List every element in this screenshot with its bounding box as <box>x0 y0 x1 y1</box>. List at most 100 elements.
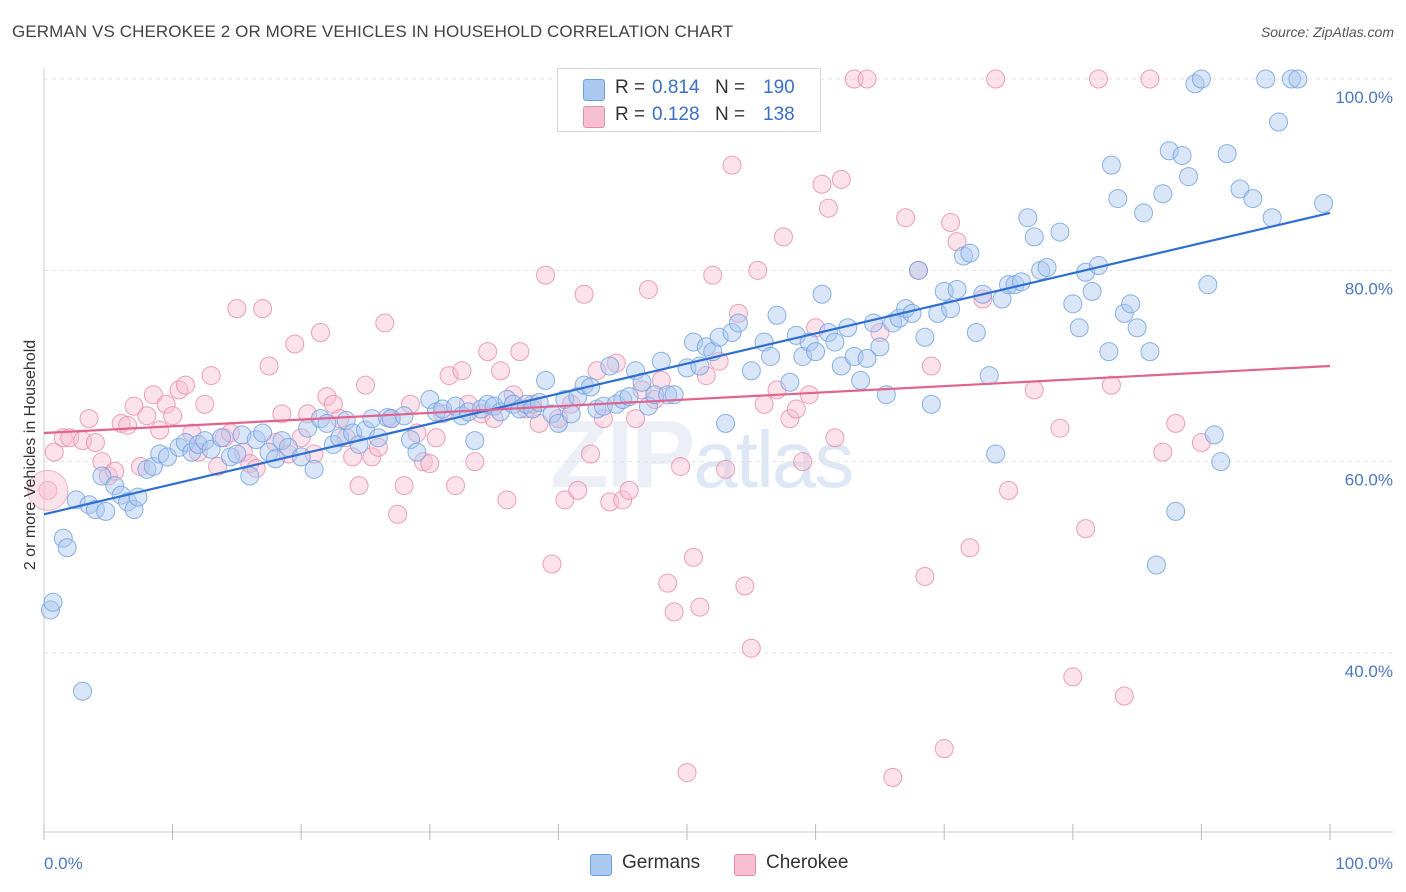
germans-point <box>812 284 832 304</box>
cherokee-point <box>510 342 530 362</box>
germans-point <box>1101 155 1121 175</box>
cherokee-point <box>420 454 440 474</box>
cherokee-point <box>426 428 446 448</box>
cherokee-point <box>921 356 941 376</box>
cherokee-point <box>934 739 954 759</box>
cherokee-point <box>857 69 877 89</box>
legend-r-value: 0.128 <box>652 104 700 125</box>
germans-point <box>1217 144 1237 164</box>
axes <box>43 68 1393 833</box>
germans-point <box>793 346 813 366</box>
cherokee-point <box>671 456 691 476</box>
legend-swatch-cherokee <box>583 106 605 128</box>
germans-point <box>780 372 800 392</box>
germans-point <box>240 466 260 486</box>
germans-point <box>53 528 73 548</box>
germans-point <box>1211 452 1231 472</box>
germans-point <box>1172 146 1192 166</box>
cherokee-point <box>349 476 369 496</box>
germans-point <box>825 332 845 352</box>
watermark-zip: ZIP <box>550 401 695 508</box>
germans-point <box>542 404 562 424</box>
cherokee-point <box>748 260 768 280</box>
cherokee-point <box>317 387 337 407</box>
germans-point <box>1127 318 1147 338</box>
legend-row-cherokee: R = 0.128 N = 138 <box>558 104 820 130</box>
y-tick-labels: 40.0% 60.0% 80.0% 100.0% <box>1335 88 1393 681</box>
cherokee-point <box>150 420 170 440</box>
legend-n-label: N = <box>715 104 746 125</box>
cherokee-point <box>896 208 916 228</box>
cherokee-point <box>960 538 980 558</box>
germans-point <box>722 323 742 343</box>
germans-point <box>43 592 63 612</box>
cherokee-point <box>683 547 703 567</box>
germans-point <box>66 490 86 510</box>
germans-point <box>1082 281 1102 301</box>
watermark-atlas: atlas <box>693 415 854 504</box>
germans-point <box>908 260 928 280</box>
germans-points <box>40 69 1334 701</box>
germans-point <box>420 389 440 409</box>
germans-point <box>1099 342 1119 362</box>
germans-point <box>1037 257 1057 277</box>
cherokee-point <box>1024 380 1044 400</box>
germans-point <box>232 425 252 445</box>
cherokee-point <box>1140 69 1160 89</box>
cherokee-point <box>638 279 658 299</box>
watermark: ZIPatlas <box>550 400 854 510</box>
germans-point <box>118 492 138 512</box>
cherokee-point <box>529 413 549 433</box>
cherokee-point <box>478 342 498 362</box>
germans-point <box>1269 112 1289 132</box>
cherokee-point <box>690 597 710 617</box>
cherokee-point <box>1076 519 1096 539</box>
cherokee-point <box>272 404 292 424</box>
germans-point <box>1024 227 1044 247</box>
germans-point <box>182 442 202 462</box>
legend-n-label: N = <box>715 77 746 98</box>
cherokee-points <box>27 69 1211 787</box>
cherokee-point <box>44 442 64 462</box>
cherokee-point <box>728 303 748 323</box>
cherokee-point <box>1101 375 1121 395</box>
germans-point <box>806 342 826 362</box>
cherokee-point <box>754 394 774 414</box>
cherokee-point <box>999 480 1018 500</box>
cherokee-point <box>793 452 813 472</box>
germans-point <box>1159 141 1179 161</box>
cherokee-point <box>703 265 723 285</box>
cherokee-point <box>105 461 125 481</box>
y-tick-label: 40.0% <box>1345 662 1393 681</box>
cherokee-point <box>497 490 517 510</box>
germans-point <box>40 600 60 620</box>
germans-point <box>1063 294 1083 314</box>
cherokee-point <box>285 334 305 354</box>
germans-point <box>831 356 851 376</box>
germans-point <box>1230 179 1250 199</box>
germans-point <box>921 394 941 414</box>
germans-point <box>124 500 144 519</box>
germans-point <box>767 305 787 325</box>
germans-point <box>105 476 125 496</box>
cherokee-point <box>362 447 382 467</box>
trend-lines <box>43 211 1331 516</box>
cherokee-point <box>536 265 556 285</box>
cherokee-point <box>780 409 800 429</box>
germans-point <box>619 387 639 407</box>
germans-point <box>979 366 999 386</box>
bottom-legend-label-cherokee: Cherokee <box>766 852 849 873</box>
cherokee-point <box>664 602 684 622</box>
cherokee-trend-line <box>43 364 1331 435</box>
germans-point <box>1166 501 1186 521</box>
cherokee-point <box>568 480 588 500</box>
cherokee-point <box>124 396 144 416</box>
y-tick-label: 60.0% <box>1345 471 1393 490</box>
germans-point <box>401 430 421 450</box>
cherokee-point <box>870 323 890 343</box>
germans-point <box>1134 203 1154 223</box>
germans-point <box>1050 222 1070 242</box>
cherokee-point <box>741 638 761 658</box>
germans-point <box>1204 425 1224 445</box>
germans-point <box>1114 303 1134 323</box>
